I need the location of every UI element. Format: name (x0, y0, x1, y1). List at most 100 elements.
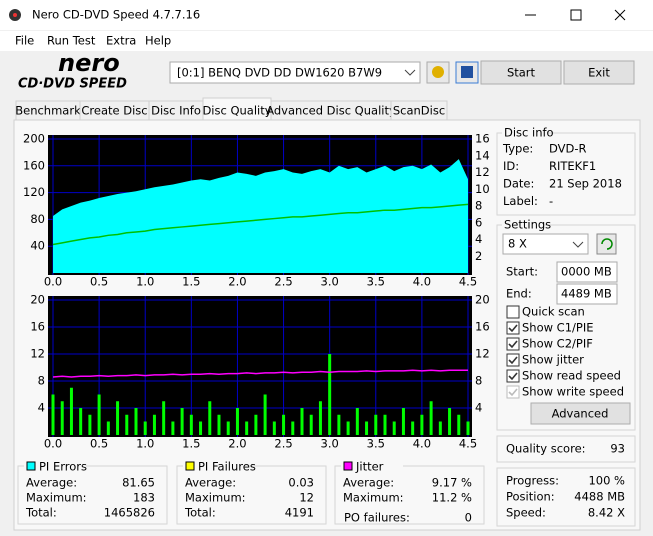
plot-area (48, 296, 472, 437)
check-mark (508, 340, 518, 349)
progress-value: 100 % (588, 474, 625, 488)
x-tick-label: 0.5 (90, 275, 108, 289)
exit-label: Exit (588, 66, 610, 80)
bar (217, 414, 221, 435)
menu-bar (0, 31, 653, 51)
bar (355, 408, 359, 435)
y-tick-label: 8 (38, 374, 45, 388)
stats-group (17, 465, 168, 525)
line (52, 203, 469, 246)
stats-title: Jitter (355, 460, 384, 474)
y2-tick-label: 12 (475, 347, 490, 361)
y2-tick-label: 10 (475, 182, 490, 196)
x-tick-label: 0.5 (90, 437, 108, 451)
bar (346, 421, 350, 435)
check-mark (508, 372, 518, 381)
advanced-label: Advanced (552, 407, 609, 421)
y2-tick-label: 20 (475, 293, 490, 307)
y2-tick-label: 8 (475, 374, 482, 388)
stats-label: Maximum: (26, 491, 87, 505)
refresh-button[interactable] (596, 233, 617, 255)
y-tick-label: 200 (23, 132, 45, 146)
x-tick-label: 3.5 (367, 275, 385, 289)
info-value: DVD-R (549, 142, 587, 156)
x-tick-label: 0.0 (44, 437, 62, 451)
tab-label: ScanDisc (393, 104, 445, 118)
start-field-label: Start: (506, 265, 538, 279)
checkbox[interactable] (506, 369, 520, 383)
start-field: 0000 MB (561, 265, 612, 279)
bar (374, 414, 378, 435)
checkbox[interactable] (506, 353, 520, 367)
checkbox[interactable] (506, 337, 520, 351)
info-label: ID: (503, 159, 519, 173)
y-tick-label: 80 (30, 212, 45, 226)
menu-item[interactable]: Extra (106, 34, 136, 48)
bar (438, 421, 442, 435)
stats-label: Maximum: (343, 491, 404, 505)
group-title-bg (24, 460, 86, 472)
bar (51, 394, 55, 435)
logo-top: nero (58, 49, 120, 77)
info-label: Date: (503, 177, 534, 191)
menu-item[interactable]: File (15, 34, 34, 48)
x-tick-label: 2.0 (228, 275, 246, 289)
y2-tick-label: 16 (475, 132, 490, 146)
x-tick-label: 3.5 (367, 437, 385, 451)
maximize[interactable] (570, 9, 582, 21)
speed-select[interactable] (502, 233, 589, 255)
menu-item[interactable]: Help (145, 34, 171, 48)
close[interactable] (614, 9, 626, 21)
bar (116, 401, 120, 435)
stats-value: 81.65 (122, 476, 155, 490)
bar (263, 394, 267, 435)
bar (60, 401, 64, 435)
bar (383, 414, 387, 435)
bar (134, 408, 138, 435)
bar (171, 421, 175, 435)
tab-label: Create Disc (81, 104, 147, 118)
save-icon (461, 66, 473, 78)
stats-value: 183 (133, 491, 155, 505)
bar (309, 414, 313, 435)
checkbox[interactable] (506, 321, 520, 335)
disc-info-title: Disc info (504, 126, 554, 140)
disc-info-group (496, 132, 636, 216)
bar (97, 394, 101, 435)
bar (162, 401, 166, 435)
menu-item[interactable]: Run Test (47, 34, 96, 48)
legend-swatch (26, 461, 36, 471)
group-title-bg (502, 127, 548, 139)
x-tick-label: 2.0 (228, 437, 246, 451)
bar (88, 414, 92, 435)
bar (420, 414, 424, 435)
y-tick-label: 4 (38, 401, 45, 415)
y2-tick-label: 2 (475, 249, 482, 263)
progress-value: 4488 MB (574, 490, 625, 504)
stats-value: 0.03 (288, 476, 314, 490)
advanced-button[interactable] (530, 402, 631, 425)
bar (457, 414, 461, 435)
speed-value: 8 X (508, 237, 527, 251)
x-tick-label: 2.5 (274, 275, 292, 289)
drive-text: [0:1] BENQ DVD DD DW1620 B7W9 (177, 66, 382, 80)
bar (392, 421, 396, 435)
checkbox-label: Show C2/PIF (522, 337, 593, 351)
exit-button[interactable] (563, 60, 635, 85)
start-button[interactable] (480, 60, 562, 85)
legend-swatch (185, 461, 195, 471)
end-input[interactable] (556, 283, 618, 305)
bar (254, 414, 258, 435)
start-input[interactable] (556, 261, 618, 283)
bar (282, 414, 286, 435)
drive-select[interactable] (169, 61, 421, 84)
tab[interactable] (390, 100, 448, 121)
tab-label: Benchmark (15, 104, 81, 118)
stats-value: 1465826 (104, 506, 155, 520)
progress-label: Position: (506, 490, 555, 504)
line (52, 369, 468, 378)
end-field: 4489 MB (561, 287, 612, 301)
y-tick-label: 40 (30, 239, 45, 253)
checkbox[interactable] (506, 305, 520, 319)
bar (300, 408, 304, 435)
